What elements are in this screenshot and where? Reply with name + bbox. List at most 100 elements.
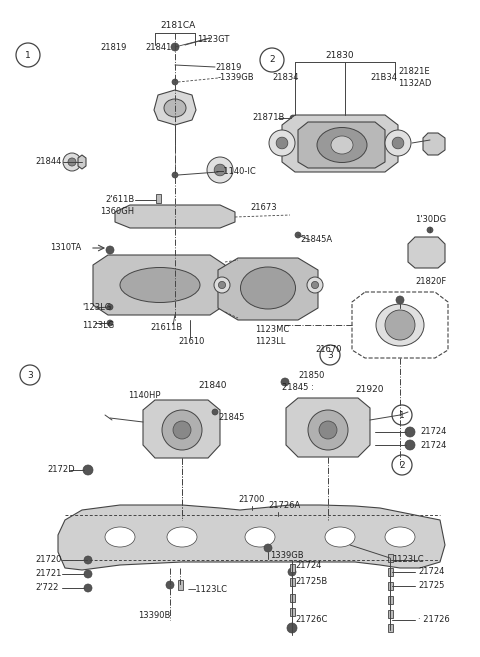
Text: 1360GH: 1360GH bbox=[100, 208, 134, 217]
Text: 21724: 21724 bbox=[420, 440, 446, 449]
Text: 1123LL: 1123LL bbox=[255, 338, 286, 346]
Text: 2181CA: 2181CA bbox=[160, 20, 195, 30]
Circle shape bbox=[171, 43, 179, 51]
Text: 21725: 21725 bbox=[418, 581, 444, 591]
Text: 21834: 21834 bbox=[272, 74, 299, 83]
Bar bbox=[387, 554, 393, 562]
Text: 21673: 21673 bbox=[250, 204, 276, 212]
Text: 21920: 21920 bbox=[355, 386, 384, 394]
Text: 1'30DG: 1'30DG bbox=[415, 215, 446, 225]
Text: 21611B: 21611B bbox=[150, 323, 182, 332]
Text: —1140-IC: —1140-IC bbox=[216, 168, 257, 177]
Ellipse shape bbox=[325, 527, 355, 547]
Circle shape bbox=[312, 281, 319, 288]
Polygon shape bbox=[93, 255, 225, 315]
Ellipse shape bbox=[120, 267, 200, 302]
Text: 2'611B: 2'611B bbox=[105, 196, 134, 204]
Text: 21871B: 21871B bbox=[252, 114, 284, 122]
Text: 1: 1 bbox=[25, 51, 31, 60]
Polygon shape bbox=[298, 122, 385, 168]
Text: 21724: 21724 bbox=[418, 568, 444, 576]
Text: —1123LC: —1123LC bbox=[188, 585, 228, 595]
Polygon shape bbox=[408, 237, 445, 268]
Text: 21819: 21819 bbox=[100, 43, 126, 51]
Bar bbox=[387, 596, 393, 604]
Circle shape bbox=[307, 277, 323, 293]
Text: 21700: 21700 bbox=[238, 495, 264, 505]
Text: 21845A: 21845A bbox=[300, 235, 332, 244]
Circle shape bbox=[173, 421, 191, 439]
Text: 21724: 21724 bbox=[420, 428, 446, 436]
Text: 21845 :: 21845 : bbox=[282, 384, 314, 392]
Circle shape bbox=[207, 157, 233, 183]
Text: 21670: 21670 bbox=[315, 346, 341, 355]
Circle shape bbox=[83, 465, 93, 475]
Circle shape bbox=[269, 130, 295, 156]
Bar bbox=[156, 194, 160, 202]
Bar bbox=[289, 564, 295, 572]
Circle shape bbox=[106, 246, 114, 254]
Circle shape bbox=[385, 310, 415, 340]
Text: 21830: 21830 bbox=[325, 51, 354, 60]
Circle shape bbox=[290, 115, 296, 121]
Text: 3: 3 bbox=[27, 371, 33, 380]
Ellipse shape bbox=[317, 127, 367, 162]
Text: 21820F: 21820F bbox=[415, 277, 446, 286]
Circle shape bbox=[63, 153, 81, 171]
Polygon shape bbox=[58, 505, 445, 570]
Text: 21850: 21850 bbox=[298, 371, 324, 380]
Text: 2172D: 2172D bbox=[47, 466, 74, 474]
Circle shape bbox=[212, 409, 218, 415]
Bar bbox=[289, 578, 295, 586]
Text: 13390B: 13390B bbox=[138, 610, 170, 620]
Bar bbox=[387, 624, 393, 632]
Ellipse shape bbox=[167, 527, 197, 547]
Polygon shape bbox=[423, 133, 445, 155]
Circle shape bbox=[214, 164, 226, 176]
Circle shape bbox=[107, 320, 113, 326]
Text: 21725B: 21725B bbox=[295, 578, 327, 587]
Circle shape bbox=[166, 581, 174, 589]
Circle shape bbox=[427, 227, 433, 233]
Ellipse shape bbox=[164, 99, 186, 117]
Circle shape bbox=[288, 568, 296, 576]
Circle shape bbox=[385, 130, 411, 156]
Polygon shape bbox=[143, 400, 220, 458]
Polygon shape bbox=[286, 398, 370, 457]
Text: 21B34: 21B34 bbox=[370, 74, 397, 83]
Text: 2'722: 2'722 bbox=[35, 583, 59, 593]
Text: 2: 2 bbox=[399, 461, 405, 470]
Text: 21841: 21841 bbox=[145, 43, 171, 51]
Text: 1132AD: 1132AD bbox=[398, 79, 432, 89]
Ellipse shape bbox=[105, 527, 135, 547]
Text: 21610: 21610 bbox=[178, 338, 204, 346]
Text: 1310TA: 1310TA bbox=[50, 244, 81, 252]
Ellipse shape bbox=[385, 527, 415, 547]
Circle shape bbox=[84, 584, 92, 592]
Text: 21819: 21819 bbox=[215, 62, 241, 72]
Bar bbox=[289, 594, 295, 602]
Circle shape bbox=[214, 277, 230, 293]
Text: 1123LC: 1123LC bbox=[392, 556, 424, 564]
Circle shape bbox=[295, 232, 301, 238]
Text: 21721: 21721 bbox=[35, 570, 61, 579]
Polygon shape bbox=[282, 115, 398, 172]
Circle shape bbox=[308, 410, 348, 450]
Bar bbox=[387, 582, 393, 590]
Circle shape bbox=[107, 304, 113, 310]
Circle shape bbox=[162, 410, 202, 450]
Ellipse shape bbox=[376, 304, 424, 346]
Text: 1123GT: 1123GT bbox=[197, 35, 229, 45]
Circle shape bbox=[264, 544, 272, 552]
Text: 1140HP: 1140HP bbox=[128, 390, 160, 399]
Polygon shape bbox=[115, 205, 235, 228]
Text: 21720: 21720 bbox=[35, 556, 61, 564]
Text: · 21726: · 21726 bbox=[418, 616, 450, 625]
Polygon shape bbox=[154, 90, 196, 125]
Circle shape bbox=[84, 556, 92, 564]
Text: 1: 1 bbox=[399, 411, 405, 420]
Bar bbox=[178, 580, 182, 590]
Ellipse shape bbox=[331, 136, 353, 154]
Text: -1339GB: -1339GB bbox=[218, 74, 254, 83]
Polygon shape bbox=[78, 155, 86, 169]
